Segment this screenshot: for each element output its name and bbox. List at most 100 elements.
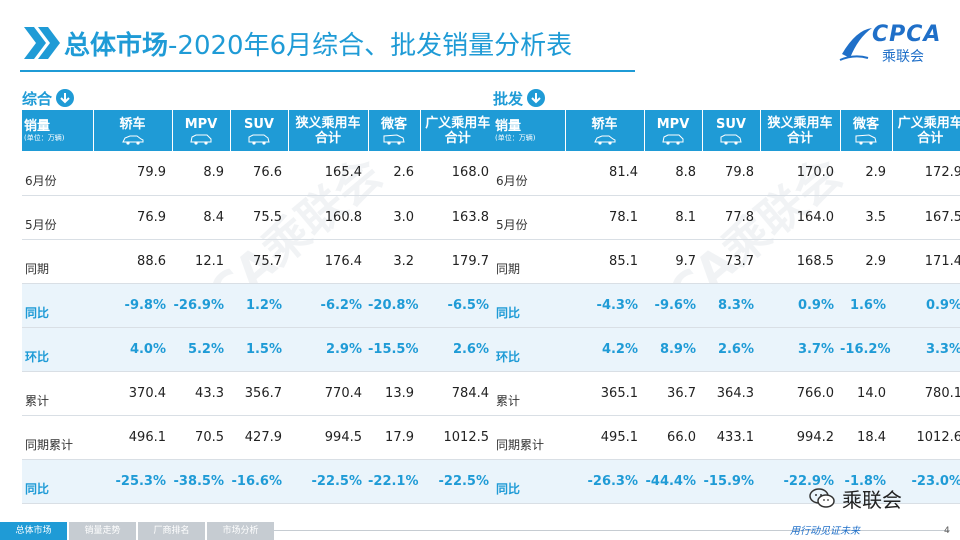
table-cell: 433.1 bbox=[702, 415, 760, 460]
row-header-label: 销量 bbox=[24, 118, 51, 134]
table-cell: -25.3% bbox=[93, 459, 172, 504]
table-row: 同期累计 496.1 70.5 427.9 994.5 17.9 1012.5 bbox=[22, 415, 495, 460]
table-cell: 81.4 bbox=[565, 151, 644, 196]
table-cell: 167.5 bbox=[892, 195, 960, 240]
table-cell: 1012.5 bbox=[420, 415, 495, 460]
cpca-logo: CPCA 乘联会 bbox=[838, 22, 943, 65]
table-cell: 163.8 bbox=[420, 195, 495, 240]
table-cell: 14.0 bbox=[840, 371, 892, 416]
arrow-down-circle-icon bbox=[527, 89, 546, 107]
suv-icon bbox=[248, 134, 270, 145]
col-header-narrow-total: 狭义乘用车 合计 bbox=[288, 110, 369, 151]
tab-maker-ranking[interactable]: 厂商排名 bbox=[138, 522, 205, 540]
table-cell: 2.6 bbox=[368, 151, 420, 196]
table-row: 5月份 78.1 8.1 77.8 164.0 3.5 167.5 bbox=[493, 195, 960, 240]
table-row: 累计 365.1 36.7 364.3 766.0 14.0 780.1 bbox=[493, 371, 960, 416]
table-cell: 365.1 bbox=[565, 371, 644, 416]
page-title-strong: 总体市场 bbox=[64, 30, 169, 61]
composite-table-body: 6月份 79.9 8.9 76.6 165.4 2.6 168.0 5月份 76.9 8.4 75.… bbox=[22, 151, 495, 504]
footer-divider bbox=[270, 530, 950, 531]
footer-slogan: 用行动见证未来 bbox=[790, 526, 860, 537]
table-cell: 4.2% bbox=[565, 327, 644, 372]
table-cell: 994.2 bbox=[760, 415, 840, 460]
col-header-broad-total: 广义乘用车 合计 bbox=[420, 110, 495, 151]
logo-text-en: CPCA bbox=[872, 22, 942, 47]
table-cell: 172.9 bbox=[892, 151, 960, 196]
table-cell: 8.9% bbox=[644, 327, 702, 372]
table-cell: 36.7 bbox=[644, 371, 702, 416]
table-cell: 164.0 bbox=[760, 195, 840, 240]
table-row: 同比 -25.3% -38.5% -16.6% -22.5% -22.1% -22.5% bbox=[22, 459, 495, 504]
table-cell: 766.0 bbox=[760, 371, 840, 416]
table-cell: 8.3% bbox=[702, 283, 760, 328]
table-cell: 76.6 bbox=[230, 151, 288, 196]
table-cell: 784.4 bbox=[420, 371, 495, 416]
wholesale-table: 销量 (单位：万辆) 轿车 MPV SUV 狭义乘用车 合计 bbox=[493, 110, 960, 504]
row-label: 6月份 bbox=[22, 151, 93, 196]
table-cell: 165.4 bbox=[288, 151, 368, 196]
double-chevron-right-icon bbox=[20, 23, 64, 63]
table-cell: 2.9 bbox=[840, 151, 892, 196]
table-cell: 75.5 bbox=[230, 195, 288, 240]
composite-table: 销量 (单位：万辆) 轿车 MPV SUV 狭义乘用车 合计 bbox=[22, 110, 495, 504]
table-cell: 370.4 bbox=[93, 371, 172, 416]
tab-overall-market[interactable]: 总体市场 bbox=[0, 522, 67, 540]
table-cell: 770.4 bbox=[288, 371, 368, 416]
table-cell: 994.5 bbox=[288, 415, 368, 460]
table-cell: -16.6% bbox=[230, 459, 288, 504]
tab-market-analysis[interactable]: 市场分析 bbox=[207, 522, 274, 540]
row-header-cell: 销量 (单位：万辆) bbox=[22, 110, 94, 151]
table-row: 同比 -9.8% -26.9% 1.2% -6.2% -20.8% -6.5% bbox=[22, 283, 495, 328]
table-cell: -22.5% bbox=[420, 459, 495, 504]
table-cell: 75.7 bbox=[230, 239, 288, 284]
table-cell: 780.1 bbox=[892, 371, 960, 416]
section-wholesale: 批发 销量 (单位：万辆) 轿车 MPV bbox=[493, 86, 960, 504]
section-title-label: 批发 bbox=[493, 89, 524, 108]
row-label: 环比 bbox=[22, 327, 93, 372]
table-row: 6月份 81.4 8.8 79.8 170.0 2.9 172.9 bbox=[493, 151, 960, 196]
table-cell: 496.1 bbox=[93, 415, 172, 460]
row-header-unit: (单位：万辆) bbox=[495, 133, 536, 142]
sedan-icon bbox=[121, 135, 143, 145]
col-header-minivan: 微客 bbox=[840, 110, 893, 151]
minivan-icon bbox=[855, 133, 877, 145]
minivan-icon bbox=[383, 133, 405, 145]
table-cell: -6.5% bbox=[420, 283, 495, 328]
title-underline bbox=[20, 70, 635, 72]
tab-sales-trend[interactable]: 销量走势 bbox=[69, 522, 136, 540]
row-label: 6月份 bbox=[493, 151, 565, 196]
table-cell: 3.3% bbox=[892, 327, 960, 372]
table-cell: 427.9 bbox=[230, 415, 288, 460]
row-header-label: 销量 bbox=[495, 118, 522, 134]
row-label: 5月份 bbox=[493, 195, 565, 240]
table-cell: 0.9% bbox=[760, 283, 840, 328]
table-cell: -15.9% bbox=[702, 459, 760, 504]
mpv-icon bbox=[662, 134, 684, 145]
table-cell: 76.9 bbox=[93, 195, 172, 240]
table-cell: -9.6% bbox=[644, 283, 702, 328]
table-cell: 1012.6 bbox=[892, 415, 960, 460]
mpv-icon bbox=[190, 134, 212, 145]
wechat-icon bbox=[809, 488, 835, 508]
table-cell: 12.1 bbox=[172, 239, 230, 284]
table-header-row: 销量 (单位：万辆) 轿车 MPV SUV 狭义乘用车 合计 bbox=[493, 110, 960, 151]
row-header-unit: (单位：万辆) bbox=[24, 133, 65, 142]
table-cell: 3.0 bbox=[368, 195, 420, 240]
row-label: 同比 bbox=[493, 459, 565, 504]
table-cell: 70.5 bbox=[172, 415, 230, 460]
table-row: 同期 88.6 12.1 75.7 176.4 3.2 179.7 bbox=[22, 239, 495, 284]
col-header-suv: SUV bbox=[702, 110, 761, 151]
table-header-row: 销量 (单位：万辆) 轿车 MPV SUV 狭义乘用车 合计 bbox=[22, 110, 495, 151]
suv-icon bbox=[720, 134, 742, 145]
table-row: 6月份 79.9 8.9 76.6 165.4 2.6 168.0 bbox=[22, 151, 495, 196]
col-header-sedan: 轿车 bbox=[93, 110, 173, 151]
table-row: 同期 85.1 9.7 73.7 168.5 2.9 171.4 bbox=[493, 239, 960, 284]
col-header-suv: SUV bbox=[230, 110, 289, 151]
row-label: 同期 bbox=[493, 239, 565, 284]
table-row: 环比 4.2% 8.9% 2.6% 3.7% -16.2% 3.3% bbox=[493, 327, 960, 372]
row-label: 同期累计 bbox=[22, 415, 93, 460]
logo-text-cn: 乘联会 bbox=[882, 49, 924, 65]
col-header-mpv: MPV bbox=[644, 110, 703, 151]
table-cell: 2.9 bbox=[840, 239, 892, 284]
table-cell: 179.7 bbox=[420, 239, 495, 284]
